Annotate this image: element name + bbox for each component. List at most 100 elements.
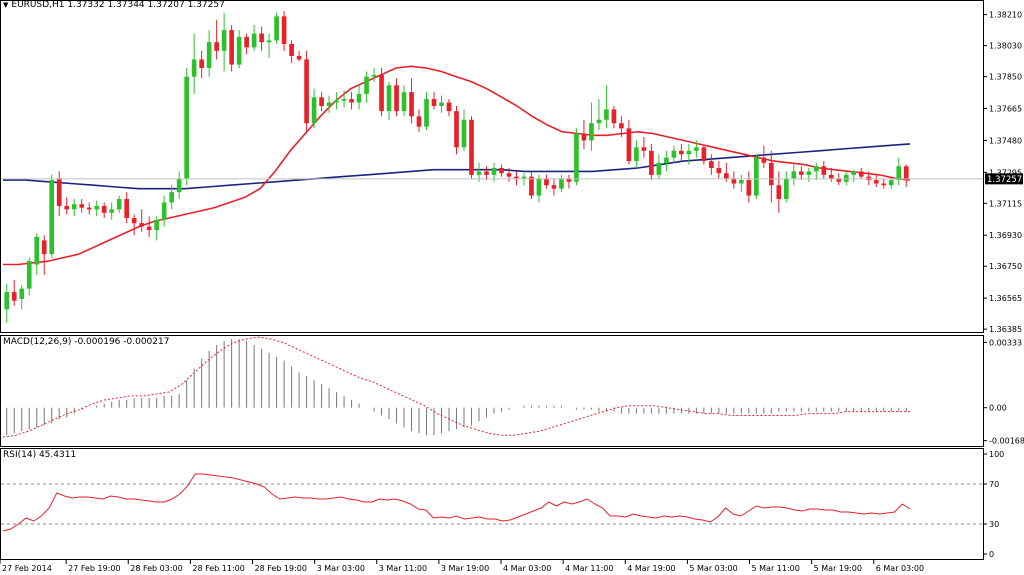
candle-body	[536, 178, 542, 196]
macd-tick-label: 0.00333	[989, 338, 1022, 347]
time-tick-label: 28 Feb 19:00	[255, 564, 307, 573]
candle-body	[86, 207, 92, 210]
macd-tick-label: -0.00168	[989, 437, 1024, 446]
candle-body	[109, 209, 115, 213]
candle-body	[101, 205, 107, 213]
candle-body	[566, 178, 572, 182]
symbol-header: ▼ EURUSD,H1 1.37332 1.37344 1.37207 1.372…	[3, 0, 225, 10]
candle-body	[394, 85, 399, 112]
time-tick-label: 28 Feb 03:00	[130, 564, 182, 573]
macd-tick-label: 0.00	[989, 404, 1007, 413]
price-tick-label: 1.38210	[989, 11, 1022, 20]
time-tick-label: 27 Feb 2014	[2, 564, 52, 573]
candle-body	[596, 119, 602, 124]
candle-body	[574, 133, 579, 182]
candle-body	[244, 37, 249, 48]
candle-body	[821, 166, 827, 175]
price-tick-label: 1.36565	[989, 294, 1022, 303]
rsi-panel-frame	[0, 448, 984, 560]
candle-body	[761, 157, 767, 163]
candle-body	[64, 205, 70, 210]
time-tick-label: 4 Mar 19:00	[627, 564, 675, 573]
candle-body	[431, 99, 437, 106]
candle-body	[776, 185, 782, 200]
macd-panel[interactable]: 0.00333 0.00 -0.00168	[0, 335, 1024, 447]
candle-body	[469, 119, 474, 175]
candle-body	[199, 59, 204, 69]
rsi-label: RSI(14) 45.4311	[3, 450, 77, 460]
candle-body	[521, 176, 527, 179]
candle-body	[131, 217, 137, 224]
candle-body	[424, 99, 429, 127]
candle-body	[686, 150, 692, 155]
candle-body	[551, 185, 557, 189]
price-tick-label: 1.37115	[989, 199, 1022, 208]
price-panel-frame	[0, 0, 984, 333]
candle-body	[4, 292, 10, 310]
candle-body	[611, 109, 617, 124]
candle-body	[754, 157, 759, 196]
candle-body	[416, 116, 422, 127]
candle-body	[19, 288, 25, 299]
candle-body	[476, 171, 482, 175]
ma-fast-path	[3, 65, 911, 266]
candle-body	[124, 199, 130, 218]
candle-body	[79, 204, 85, 208]
candle-body	[371, 74, 377, 77]
candle-body	[251, 33, 257, 48]
candle-body	[619, 123, 624, 129]
ma-slow-path	[3, 143, 911, 190]
rsi-panel[interactable]: 100 70 30 0	[0, 448, 1005, 560]
current-price-tag: 1.37257	[985, 173, 1023, 185]
candlestick-series	[4, 11, 909, 324]
candle-body	[626, 128, 632, 162]
macd-histogram	[6, 339, 907, 436]
rsi-tick-label: 70	[989, 480, 999, 489]
candle-body	[334, 100, 339, 103]
candle-body	[221, 30, 227, 51]
candle-body	[49, 180, 55, 255]
candle-body	[379, 74, 384, 112]
candle-body	[746, 180, 752, 196]
candle-body	[274, 16, 279, 41]
time-tick-label: 3 Mar 03:00	[317, 564, 365, 573]
candle-body	[229, 30, 234, 65]
candle-body	[146, 226, 152, 231]
candle-body	[866, 176, 872, 181]
rsi-line	[2, 473, 911, 532]
candle-body	[828, 174, 834, 179]
rsi-tick-label: 100	[989, 450, 1004, 459]
time-tick-label: 27 Feb 19:00	[68, 564, 120, 573]
candle-body	[349, 99, 354, 103]
candle-body	[836, 178, 842, 182]
candle-body	[356, 93, 362, 103]
candle-body	[94, 205, 100, 210]
candle-body	[71, 204, 77, 210]
price-tick-label: 1.36750	[989, 262, 1022, 271]
time-tick-label: 3 Mar 11:00	[379, 564, 427, 573]
candle-body	[386, 85, 392, 112]
candle-body	[791, 171, 797, 179]
candle-body	[206, 42, 212, 69]
candle-body	[888, 180, 894, 186]
price-tick-label: 1.37295	[989, 168, 1022, 177]
candle-body	[56, 178, 62, 206]
candle-body	[296, 55, 302, 60]
candle-body	[581, 133, 587, 141]
price-panel[interactable]: 1.38210 1.38030 1.37850 1.37665 1.37480 1.372…	[0, 0, 1024, 335]
triangle-down-icon[interactable]: ▼	[3, 1, 9, 9]
ma-slow-line	[3, 143, 911, 190]
time-axis: 27 Feb 2014 27 Feb 19:00 28 Feb 03:00 28 Fe…	[0, 560, 924, 573]
macd-panel-frame	[0, 335, 984, 447]
candle-body	[439, 102, 444, 106]
candle-body	[806, 171, 812, 175]
candle-body	[236, 37, 242, 65]
candle-body	[259, 33, 264, 43]
candle-body	[724, 173, 729, 179]
candle-body	[169, 192, 174, 203]
candle-body	[409, 92, 414, 117]
time-tick-label: 3 Mar 19:00	[441, 564, 489, 573]
candle-body	[139, 223, 144, 227]
